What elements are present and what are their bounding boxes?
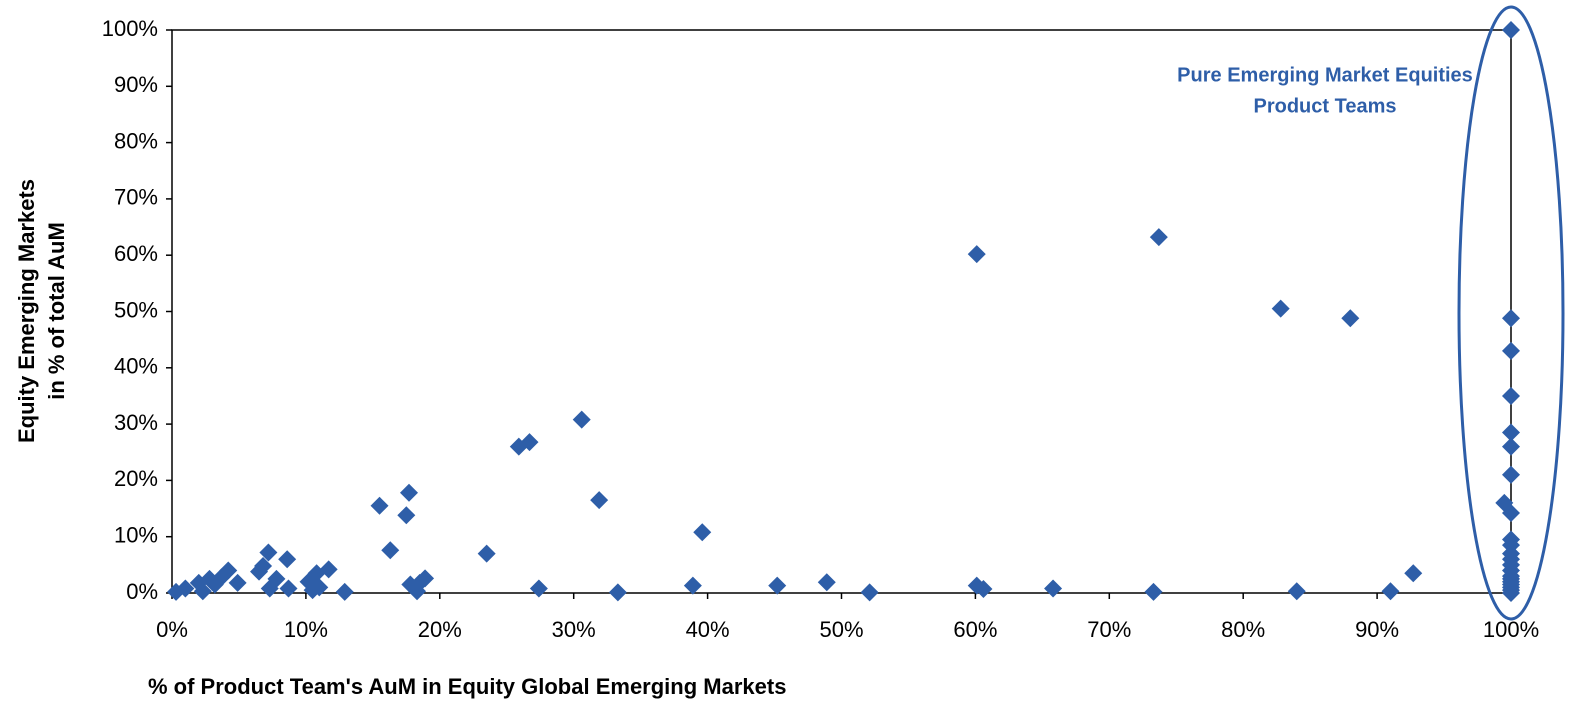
point bbox=[974, 580, 993, 599]
point bbox=[319, 560, 338, 579]
y-axis-label: Equity Emerging Markets in % of total Au… bbox=[14, 179, 69, 443]
point bbox=[1502, 584, 1520, 602]
point bbox=[259, 543, 278, 562]
point bbox=[1381, 582, 1400, 601]
point bbox=[370, 496, 389, 515]
x-tick-label: 20% bbox=[418, 617, 462, 642]
point bbox=[1502, 21, 1520, 39]
x-tick-label: 60% bbox=[953, 617, 997, 642]
point bbox=[1502, 341, 1520, 360]
point bbox=[335, 582, 354, 601]
point bbox=[608, 583, 627, 602]
x-tick-label: 40% bbox=[686, 617, 730, 642]
point bbox=[176, 579, 195, 598]
point bbox=[193, 582, 212, 601]
y-tick-label: 30% bbox=[114, 410, 158, 435]
point bbox=[1271, 299, 1290, 318]
point bbox=[267, 569, 286, 588]
point bbox=[219, 561, 238, 580]
x-axis-label: % of Product Team's AuM in Equity Global… bbox=[148, 674, 786, 699]
point bbox=[228, 573, 247, 592]
point bbox=[1502, 504, 1520, 523]
point bbox=[1502, 437, 1520, 456]
x-tick-label: 0% bbox=[156, 617, 188, 642]
point bbox=[310, 578, 329, 597]
point bbox=[400, 483, 419, 502]
point bbox=[1502, 309, 1520, 328]
y-tick-label: 50% bbox=[114, 297, 158, 322]
x-tick-label: 80% bbox=[1221, 617, 1265, 642]
point bbox=[381, 541, 400, 560]
point bbox=[590, 491, 609, 510]
x-tick-label: 90% bbox=[1355, 617, 1399, 642]
point bbox=[254, 556, 273, 575]
y-tick-label: 60% bbox=[114, 241, 158, 266]
y-tick-label: 0% bbox=[126, 579, 158, 604]
point bbox=[1341, 309, 1360, 328]
point bbox=[520, 433, 539, 452]
point bbox=[1502, 465, 1520, 484]
point bbox=[278, 550, 297, 569]
point bbox=[1144, 582, 1163, 601]
y-axis-label-line: in % of total AuM bbox=[44, 222, 69, 400]
y-tick-label: 20% bbox=[114, 466, 158, 491]
point bbox=[1044, 579, 1063, 598]
x-tick-label: 30% bbox=[552, 617, 596, 642]
annotation: Product Teams bbox=[1254, 95, 1397, 117]
point bbox=[1502, 423, 1520, 442]
point bbox=[529, 579, 548, 598]
point bbox=[683, 576, 702, 595]
highlight-ellipse bbox=[1457, 5, 1565, 621]
point bbox=[416, 569, 435, 588]
point bbox=[1502, 386, 1520, 405]
point bbox=[967, 245, 986, 264]
y-tick-label: 10% bbox=[114, 523, 158, 548]
point bbox=[1149, 228, 1168, 247]
point bbox=[397, 506, 416, 525]
x-tick-label: 10% bbox=[284, 617, 328, 642]
point bbox=[279, 579, 298, 598]
point bbox=[477, 544, 496, 563]
y-tick-label: 80% bbox=[114, 128, 158, 153]
y-tick-label: 90% bbox=[114, 72, 158, 97]
x-tick-label: 70% bbox=[1087, 617, 1131, 642]
y-tick-label: 40% bbox=[114, 354, 158, 379]
y-tick-label: 70% bbox=[114, 185, 158, 210]
point bbox=[572, 410, 591, 429]
point bbox=[1287, 582, 1306, 601]
point bbox=[817, 573, 836, 592]
y-tick-label: 100% bbox=[102, 16, 158, 41]
point bbox=[860, 583, 879, 602]
x-tick-label: 100% bbox=[1483, 617, 1539, 642]
point bbox=[768, 576, 787, 595]
annotation: Pure Emerging Market Equities bbox=[1177, 64, 1473, 86]
x-tick-label: 50% bbox=[819, 617, 863, 642]
point bbox=[1404, 564, 1423, 583]
point bbox=[693, 523, 712, 542]
y-axis-label-line: Equity Emerging Markets bbox=[14, 179, 39, 443]
